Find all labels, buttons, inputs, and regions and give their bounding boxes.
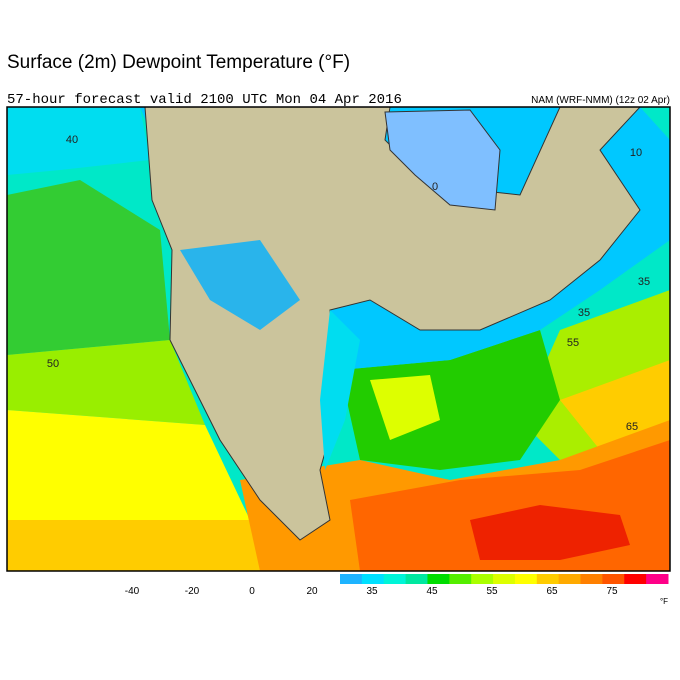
map-frame (6, 106, 671, 572)
colorbar-swatch (471, 574, 494, 584)
hudson-bay (384, 109, 501, 211)
colorbar-label: 0 (249, 586, 255, 597)
contour-label: 55 (567, 337, 579, 349)
land (144, 107, 641, 541)
colorbar-swatch (602, 574, 625, 584)
map-field (7, 107, 670, 571)
contour-label: 10 (630, 147, 642, 159)
colorbar-unit: °F (660, 597, 668, 606)
colorbar-label: 75 (606, 586, 618, 597)
title: Surface (2m) Dewpoint Temperature (°F) (7, 52, 350, 73)
contour-label: 35 (638, 276, 650, 288)
field-green (7, 180, 170, 355)
colorbar-swatch (405, 574, 428, 584)
field-red (470, 505, 630, 560)
colorbar-swatch (449, 574, 472, 584)
field-yellow (7, 410, 250, 520)
field-lime (7, 340, 205, 425)
field-blue-patch (180, 240, 300, 330)
colorbar-swatch (340, 574, 363, 584)
contour-label: 50 (47, 358, 59, 370)
colorbar-label: -40 (125, 586, 140, 597)
contour-label: 35 (578, 307, 590, 319)
contour-labels: 40 0 10 35 35 55 50 65 (47, 134, 650, 433)
colorbar-swatch (493, 574, 516, 584)
contour-label: 0 (432, 181, 438, 193)
colorbar-label: 65 (546, 586, 558, 597)
colorbar-swatch (624, 574, 647, 584)
colorbar-swatch (361, 574, 385, 584)
contour-label: 65 (626, 421, 638, 433)
colorbar-swatch (580, 574, 603, 584)
colorbar: -40 -20 0 20 35 45 55 65 75 °F (125, 574, 669, 606)
colorbar-swatch (536, 574, 560, 584)
colorbar-label: 45 (426, 586, 438, 597)
field-cyan (7, 107, 150, 175)
colorbar-swatch (427, 574, 450, 584)
colorbar-label: 20 (306, 586, 318, 597)
model-label: NAM (WRF-NMM) (12z 02 Apr) (531, 95, 670, 106)
colorbar-label: -20 (185, 586, 200, 597)
field-east-gold (560, 360, 670, 450)
field-gold (7, 520, 290, 571)
colorbar-swatch (646, 574, 669, 584)
colorbar-label: 35 (366, 586, 378, 597)
colorbar-swatch (514, 574, 538, 584)
contour-label: 40 (66, 134, 78, 146)
map: 40 0 10 35 35 55 50 65 (6, 106, 671, 572)
colorbar-swatch (383, 574, 407, 584)
subtitle: 57-hour forecast valid 2100 UTC Mon 04 A… (7, 92, 402, 108)
colorbar-swatch (558, 574, 582, 584)
field-gulf-yellow (370, 375, 440, 440)
colorbar-label: 55 (486, 586, 498, 597)
field-plains-cyan (320, 310, 360, 470)
